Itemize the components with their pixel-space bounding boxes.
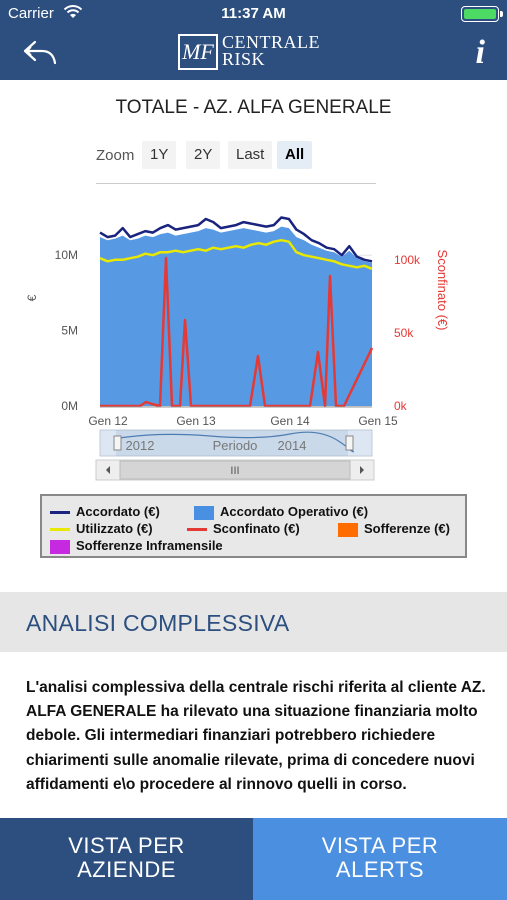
y-right-tick-label: 50k bbox=[394, 326, 414, 340]
zoom-2y-button[interactable]: 2Y bbox=[186, 141, 221, 169]
wifi-icon bbox=[63, 5, 83, 18]
navigator-window bbox=[116, 430, 348, 456]
navigator-left-handle bbox=[113, 435, 122, 451]
zoom-1y-button[interactable]: 1Y bbox=[142, 141, 177, 169]
bottom-tab-bar: VISTA PER AZIENDE VISTA PER ALERTS bbox=[0, 818, 507, 900]
x-tick-label: Gen 14 bbox=[270, 414, 310, 428]
navigator-right-handle bbox=[345, 435, 354, 451]
chart-title: TOTALE - AZ. ALFA GENERALE bbox=[115, 97, 392, 118]
vista-aziende-button[interactable]: VISTA PER AZIENDE bbox=[0, 818, 253, 900]
battery-icon bbox=[461, 6, 503, 22]
risk-chart: 0M 5M 10M €0k 50k 100k Sconfinato (€) Gen 12 Gen… bbox=[25, 216, 450, 481]
analysis-text: L'analisi complessiva della centrale ris… bbox=[26, 679, 486, 793]
zoom-last-button[interactable]: Last bbox=[228, 141, 273, 169]
scroll-right-icon bbox=[360, 466, 364, 474]
y-left-axis-label: € bbox=[25, 294, 39, 301]
navigator-label: 2014 bbox=[278, 438, 307, 453]
scrollbar-thumb bbox=[119, 460, 351, 480]
x-tick-label: Gen 12 bbox=[88, 414, 128, 428]
series-sconfinato-line bbox=[100, 256, 374, 408]
client-name: AZ. ALFA GENERALE bbox=[26, 679, 486, 721]
zoom-separator bbox=[96, 183, 376, 184]
section-header: ANALISI COMPLESSIVA bbox=[0, 592, 507, 652]
info-button[interactable]: i bbox=[475, 34, 485, 71]
chart-legend: Accordato (€) Accordato Operativo (€) Ut… bbox=[40, 494, 467, 558]
legend-sofferenze-inframensile[interactable]: Sofferenze Inframensile bbox=[50, 538, 223, 554]
x-tick-label: Gen 15 bbox=[358, 414, 398, 428]
y-right-tick-label: 100k bbox=[394, 253, 421, 267]
back-arrow-icon[interactable] bbox=[22, 38, 58, 68]
section-title: ANALISI COMPLESSIVA bbox=[26, 610, 290, 636]
zoom-all-button[interactable]: All bbox=[277, 141, 313, 169]
centrale-risk-logo: MF CENTRALE RISK bbox=[178, 32, 330, 72]
y-right-axis-label: Sconfinato (€) bbox=[435, 250, 450, 331]
clock-label: 11:37 AM bbox=[221, 5, 286, 22]
legend-accordato[interactable]: Accordato (€) bbox=[50, 504, 160, 520]
scrollbar-grip-label: III bbox=[230, 465, 239, 477]
y-left-tick-label: 10M bbox=[55, 248, 78, 262]
legend-accordato-operativo[interactable]: Accordato Operativo (€) bbox=[194, 504, 368, 520]
series-accordato-operativo-area bbox=[100, 226, 372, 406]
y-left-tick-label: 0M bbox=[61, 399, 78, 413]
app-header: Carrier 11:37 AM MF CENTRALE RISK i bbox=[0, 0, 507, 80]
series-accordato-line bbox=[99, 216, 373, 263]
logo-mark: MF bbox=[178, 34, 218, 70]
legend-utilizzato[interactable]: Utilizzato (€) bbox=[50, 521, 153, 537]
series-utilizzato-line bbox=[99, 238, 373, 270]
navigator-label: Periodo bbox=[213, 438, 258, 453]
scroll-left-icon bbox=[106, 466, 110, 474]
vista-alerts-button[interactable]: VISTA PER ALERTS bbox=[253, 818, 507, 900]
y-right-tick-label: 0k bbox=[394, 399, 408, 413]
legend-sofferenze[interactable]: Sofferenze (€) bbox=[338, 521, 450, 537]
carrier-label: Carrier bbox=[8, 5, 54, 22]
status-bar: Carrier 11:37 AM bbox=[0, 0, 507, 28]
logo-name: CENTRALE RISK bbox=[222, 32, 320, 69]
navigator-area bbox=[99, 429, 373, 457]
navigator-label: 2012 bbox=[126, 438, 155, 453]
legend-sconfinato[interactable]: Sconfinato (€) bbox=[187, 521, 300, 537]
x-tick-label: Gen 13 bbox=[176, 414, 216, 428]
y-left-tick-label: 5M bbox=[61, 324, 78, 338]
zoom-label: Zoom bbox=[96, 147, 135, 164]
